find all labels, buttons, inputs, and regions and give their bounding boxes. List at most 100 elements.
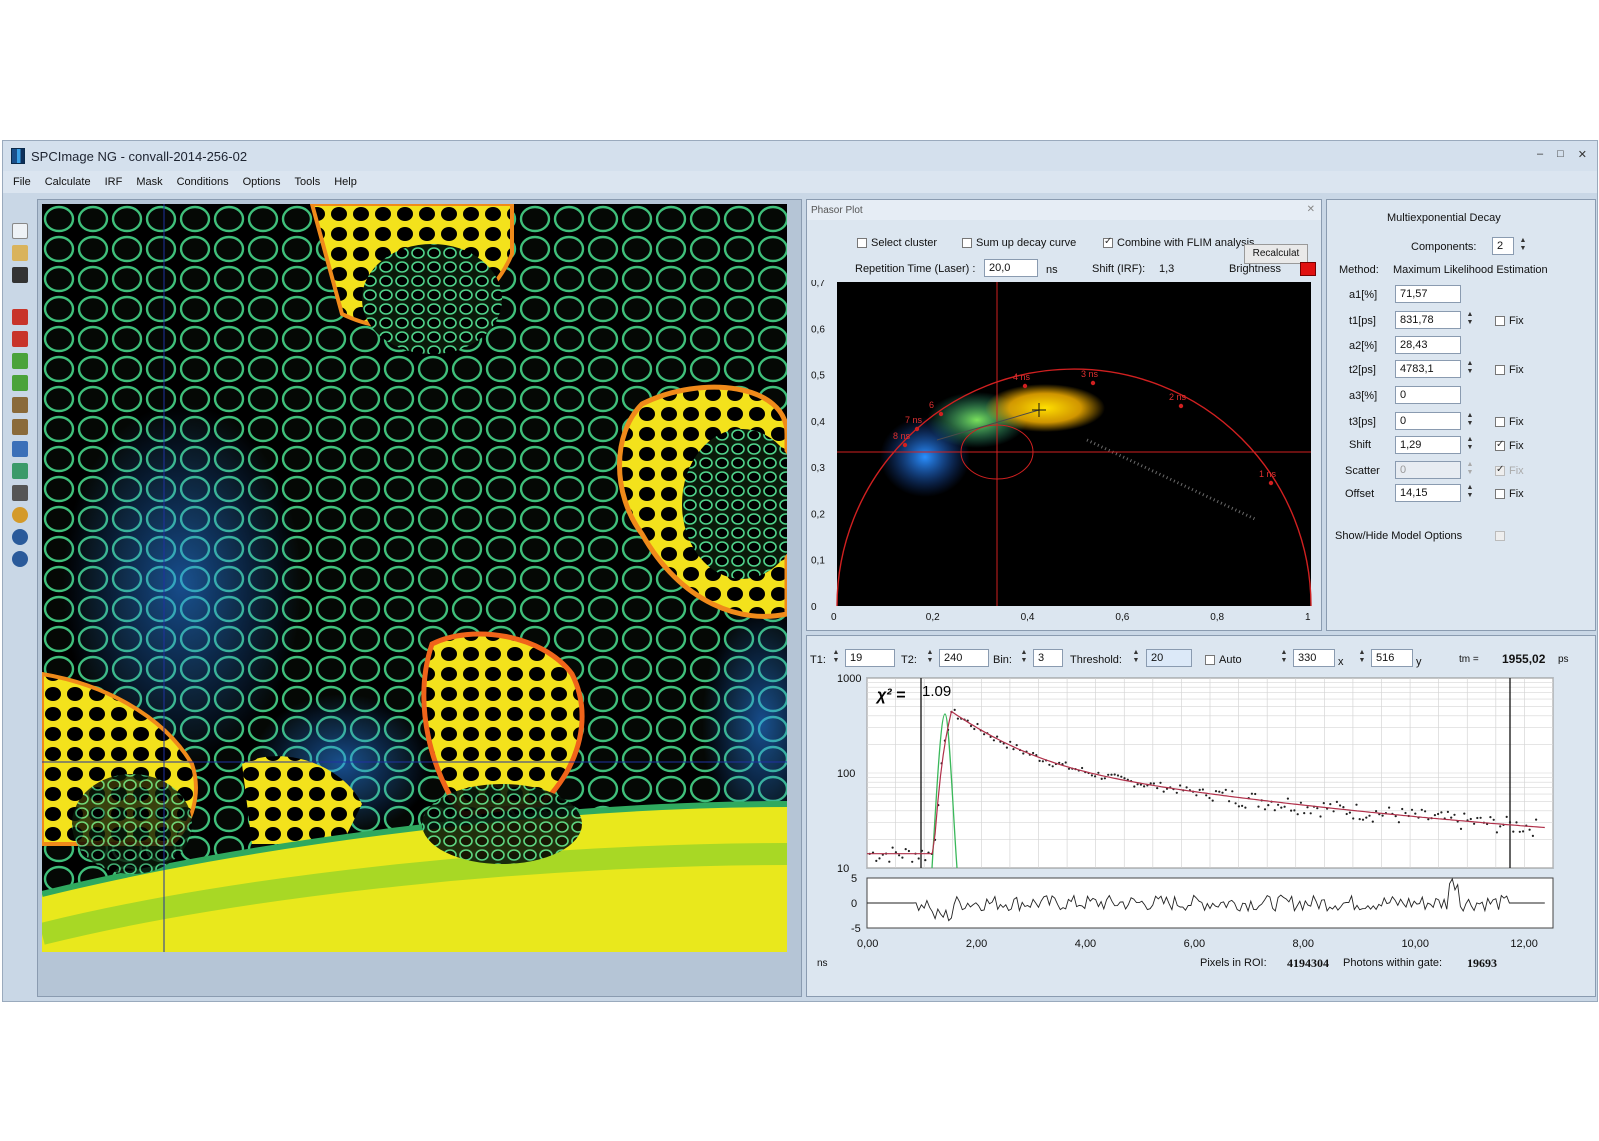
t3-stepper[interactable]: ▲ ▼	[1466, 412, 1474, 427]
phasor-close-icon[interactable]: ✕	[1306, 204, 1315, 215]
new-icon[interactable]	[12, 223, 28, 239]
offset-stepper[interactable]: ▲ ▼	[1466, 484, 1474, 499]
menu-tools[interactable]: Tools	[294, 176, 321, 188]
offset-fix-box[interactable]	[1495, 489, 1505, 500]
chi-square-value: 1.09	[922, 683, 951, 700]
grid-icon[interactable]	[12, 463, 28, 479]
unlock-icon[interactable]	[12, 331, 28, 347]
shift-input[interactable]: 1,29	[1395, 436, 1461, 454]
decay-point	[1453, 813, 1456, 816]
arrow-right-icon[interactable]	[12, 375, 28, 391]
scatter-fix-box	[1495, 464, 1505, 477]
phasor-plot[interactable]: 0,7 0,6 0,5 0,4 0,3 0,2 0,1 0 0 0,2 0,4 0,6 0,8 1 1 n…	[807, 280, 1321, 630]
sum-up-box[interactable]	[962, 238, 972, 249]
select-cluster-checkbox[interactable]: Select cluster	[857, 237, 937, 249]
globe-icon[interactable]	[12, 507, 28, 523]
menu-options[interactable]: Options	[242, 176, 281, 188]
decay-point	[1179, 784, 1182, 787]
show-hide-box[interactable]	[1495, 531, 1505, 541]
arrow-left-icon[interactable]	[12, 353, 28, 369]
t1-fix[interactable]: Fix	[1495, 315, 1524, 327]
decay-point	[1133, 785, 1136, 788]
t2-input[interactable]: 4783,1	[1395, 360, 1461, 378]
decay-point	[1322, 802, 1325, 805]
y-input[interactable]: 516	[1371, 649, 1413, 667]
t1-gate-input[interactable]: 19	[845, 649, 895, 667]
decay-point	[1515, 821, 1518, 824]
menu-irf[interactable]: IRF	[104, 176, 123, 188]
select-cluster-box[interactable]	[857, 238, 867, 249]
x-stepper[interactable]: ▲ ▼	[1280, 649, 1288, 664]
brightness-color-swatch[interactable]	[1300, 262, 1316, 276]
clipboard-copy-icon[interactable]	[12, 419, 28, 435]
menu-conditions[interactable]: Conditions	[176, 176, 229, 188]
t1-input[interactable]: 831,78	[1395, 311, 1461, 329]
offset-fix[interactable]: Fix	[1495, 488, 1524, 500]
decay-point	[1528, 828, 1531, 831]
minimize-button[interactable]: –	[1537, 148, 1544, 160]
phasor-y-tick: 0	[811, 602, 817, 613]
t2-gate-input[interactable]: 240	[939, 649, 989, 667]
open-icon[interactable]	[12, 245, 28, 261]
auto-checkbox[interactable]: Auto	[1205, 654, 1242, 666]
decay-point	[924, 859, 927, 862]
title-bar: SPCImage NG - convall-2014-256-02 – □ ✕	[3, 141, 1597, 171]
bin-input[interactable]: 3	[1033, 649, 1063, 667]
t3-input[interactable]: 0	[1395, 412, 1461, 430]
flim-image[interactable]	[42, 204, 787, 952]
recalculate-button[interactable]: Recalculat	[1244, 244, 1308, 264]
t2-fix[interactable]: Fix	[1495, 364, 1524, 376]
t2-stepper[interactable]: ▲ ▼	[1466, 360, 1474, 375]
menu-calculate[interactable]: Calculate	[44, 176, 91, 188]
decay-point	[1290, 809, 1293, 812]
components-input[interactable]: 2	[1492, 237, 1514, 255]
zoom-out-icon[interactable]	[12, 551, 28, 567]
camera-icon[interactable]	[12, 485, 28, 501]
method-value[interactable]: Maximum Likelihood Estimation	[1393, 264, 1548, 276]
clipboard-icon[interactable]	[12, 397, 28, 413]
a2-input[interactable]: 28,43	[1395, 336, 1461, 354]
t1-stepper[interactable]: ▲ ▼	[1466, 311, 1474, 326]
offset-input[interactable]: 14,15	[1395, 484, 1461, 502]
shift-fix-box[interactable]	[1495, 439, 1505, 452]
menu-help[interactable]: Help	[334, 176, 357, 188]
decay-plot[interactable]: 1000 100 105 0 -5 0,00 2,00 4,00 6,00 8,00 10,00 12…	[807, 674, 1595, 964]
shift-fix[interactable]: Fix	[1495, 439, 1524, 452]
threshold-input[interactable]: 20	[1146, 649, 1192, 667]
decay-y-tick: 10	[837, 863, 849, 875]
a1-input[interactable]: 71,57	[1395, 285, 1461, 303]
frame-icon[interactable]	[12, 441, 28, 457]
t2-gate-stepper[interactable]: ▲ ▼	[926, 649, 934, 664]
decay-point	[1388, 806, 1391, 809]
bin-stepper[interactable]: ▲ ▼	[1020, 649, 1028, 664]
combine-box[interactable]	[1103, 236, 1113, 249]
a3-input[interactable]: 0	[1395, 386, 1461, 404]
t2-fix-box[interactable]	[1495, 365, 1505, 376]
sum-up-checkbox[interactable]: Sum up decay curve	[962, 237, 1076, 249]
decay-x-tick: 4,00	[1075, 938, 1096, 950]
shift-stepper[interactable]: ▲ ▼	[1466, 436, 1474, 451]
menu-mask[interactable]: Mask	[136, 176, 163, 188]
t1-gate-stepper[interactable]: ▲ ▼	[832, 649, 840, 664]
menu-file[interactable]: File	[13, 176, 31, 188]
maximize-button[interactable]: □	[1557, 148, 1564, 160]
auto-box[interactable]	[1205, 655, 1215, 666]
t1-fix-box[interactable]	[1495, 316, 1505, 327]
save-icon[interactable]	[12, 267, 28, 283]
components-stepper[interactable]: ▲ ▼	[1519, 237, 1527, 252]
combine-checkbox[interactable]: Combine with FLIM analysis	[1103, 236, 1255, 249]
t3-fix-box[interactable]	[1495, 417, 1505, 428]
phasor-y-tick: 0,7	[811, 280, 825, 289]
threshold-stepper[interactable]: ▲ ▼	[1132, 649, 1140, 664]
phasor-lifetime-label: 1 ns	[1259, 469, 1277, 479]
lock-icon[interactable]	[12, 309, 28, 325]
x-input[interactable]: 330	[1293, 649, 1335, 667]
decay-point	[894, 851, 897, 854]
phasor-lifetime-dot	[902, 442, 908, 448]
rep-time-input[interactable]: 20,0	[984, 259, 1038, 277]
close-button[interactable]: ✕	[1577, 149, 1587, 161]
t3-fix[interactable]: Fix	[1495, 416, 1524, 428]
y-stepper[interactable]: ▲ ▼	[1358, 649, 1366, 664]
zoom-in-icon[interactable]	[12, 529, 28, 545]
t2-gate-label: T2:	[901, 654, 917, 666]
